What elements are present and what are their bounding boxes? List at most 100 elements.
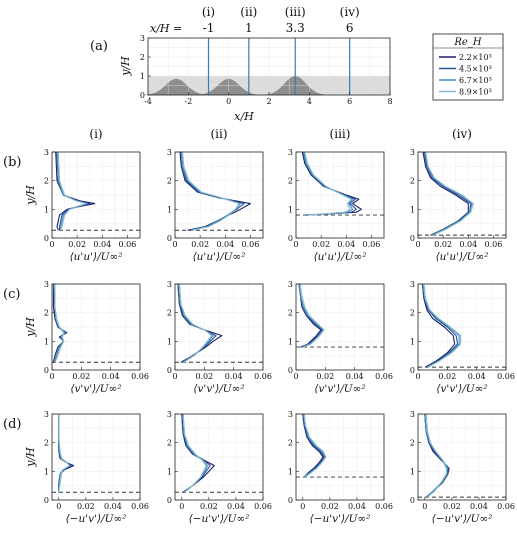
axes-box [174,413,264,501]
profile-series-line [422,151,469,236]
axes-box [295,151,385,239]
legend-entries: 2.2×10³ 4.5×10³ 6.7×10³ 8.9×10³ [439,53,492,97]
profile-series-line [54,284,65,363]
xtick-label: 0.04 [348,502,366,511]
axes-box [51,151,141,239]
profile-series-line [303,413,327,478]
axes-box [174,151,264,239]
xlabel: ⟨u'u'⟩/U∞² [436,251,489,263]
xtick-label: 0 [56,502,61,511]
profile-series-line [298,283,322,348]
xlabel: ⟨v'v'⟩/U∞² [436,383,487,395]
xlabel: ⟨v'v'⟩/U∞² [70,383,121,395]
subplot-2-3: 0 0.02 0.04 0.06 0 1 2 3 ⟨v'v'⟩/U∞² [288,280,393,395]
ytick-label: 2 [288,309,293,318]
ytick-label: 1 [288,337,293,346]
xlabel: ⟨−u'v'⟩/U∞² [432,513,493,525]
legend-box [432,33,504,101]
station-value: 1 [245,21,253,35]
ytick-label: 3 [288,410,293,419]
profile-series-line [302,413,325,478]
panel-a-ticks: -4 -2 0 2 4 6 8 0 1 2 3 [140,34,393,106]
axes-box [417,283,507,371]
panel-a-label: (a) [90,39,108,54]
column-labels: (i) (ii) (iii) (iv) [89,127,472,141]
ytick-label: 2 [44,309,49,318]
panel-a-xtick-label: -2 [184,97,192,106]
column-label: (iii) [330,127,351,141]
xtick-label: 0.02 [200,502,218,511]
axes-box [417,413,507,501]
ytick-label: 2 [410,309,415,318]
ytick-label: 2 [167,309,172,318]
xtick-label: 0.02 [191,240,209,249]
ytick-label: 2 [44,177,49,186]
column-label: (i) [89,127,102,141]
xtick-label: 0.06 [254,372,272,381]
xtick-label: 0 [300,502,305,511]
profile-series-line [425,413,447,498]
ytick-label: 0 [44,366,49,375]
panel-a-xtick-label: 4 [307,97,312,106]
ytick-label: 2 [288,439,293,448]
ytick-label: 2 [288,177,293,186]
ytick-label: 0 [410,366,415,375]
panel-a-ytick-label: 1 [140,72,145,81]
column-label: (iv) [452,127,472,141]
station-value: -1 [203,21,215,35]
ytick-label: 1 [44,337,49,346]
profile-series-line [58,414,71,493]
xtick-label: 0.02 [68,240,86,249]
ytick-label: 0 [288,496,293,505]
xtick-label: 0.06 [485,240,503,249]
xtick-label: 0 [49,372,54,381]
axes-box [51,413,141,501]
xtick-label: 0.04 [470,502,488,511]
xtick-label: 0.06 [242,240,260,249]
ylabel: y/H [24,185,37,206]
subplot-1-2: 0 0.02 0.04 0.06 0 1 2 3 ⟨u'u'⟩/U∞² [167,148,264,263]
station-roman: (iv) [340,5,360,19]
ytick-label: 2 [410,439,415,448]
ylabel: y/H [24,317,37,338]
ytick-label: 1 [44,467,49,476]
axes-box [295,413,385,501]
xtick-label: 0.06 [363,240,381,249]
ytick-label: 1 [410,467,415,476]
ytick-label: 2 [44,439,49,448]
ytick-label: 3 [410,410,415,419]
subplot-3-4: 0 0.02 0.04 0.06 0 1 2 3 ⟨−u'v'⟩/U∞² [410,410,515,525]
station-roman: (i) [202,5,215,19]
xlabel: ⟨−u'v'⟩/U∞² [310,513,371,525]
xtick-label: 0 [415,372,420,381]
profile-series-line [423,283,460,368]
xtick-label: 0.02 [312,240,330,249]
axes-box [51,283,141,371]
xtick-label: 0.04 [104,502,122,511]
xtick-label: 0.04 [216,240,234,249]
profile-series-line [178,283,214,363]
subplot-1-4: 0 0.02 0.04 0.06 0 1 2 3 ⟨u'u'⟩/U∞² [410,148,507,263]
panel-a-stations: (i) -1 (ii) 1 (iii) 3.3 (iv) 6 [202,5,360,95]
xtick-label: 0.06 [119,240,137,249]
axes-box [174,283,264,371]
profile-series-line [423,283,462,368]
ytick-label: 2 [167,177,172,186]
ytick-label: 3 [410,280,415,289]
panel-a-xtick-label: 2 [266,97,271,106]
panel-a-ytick-label: 0 [140,91,145,100]
xtick-label: 0.04 [227,502,245,511]
ytick-label: 2 [167,439,172,448]
profile-series-line [181,413,211,493]
legend-title: Re_H [453,37,481,48]
ytick-label: 1 [167,467,172,476]
ytick-label: 3 [288,148,293,157]
station-value: 3.3 [286,21,305,35]
xtick-label: 0.04 [225,372,243,381]
profile-series-line [299,283,325,348]
ytick-label: 0 [167,234,172,243]
panel-a-xtick-label: 0 [226,97,231,106]
xtick-label: 0.02 [438,372,456,381]
panel-a-stations-label: x/H = [150,22,182,35]
